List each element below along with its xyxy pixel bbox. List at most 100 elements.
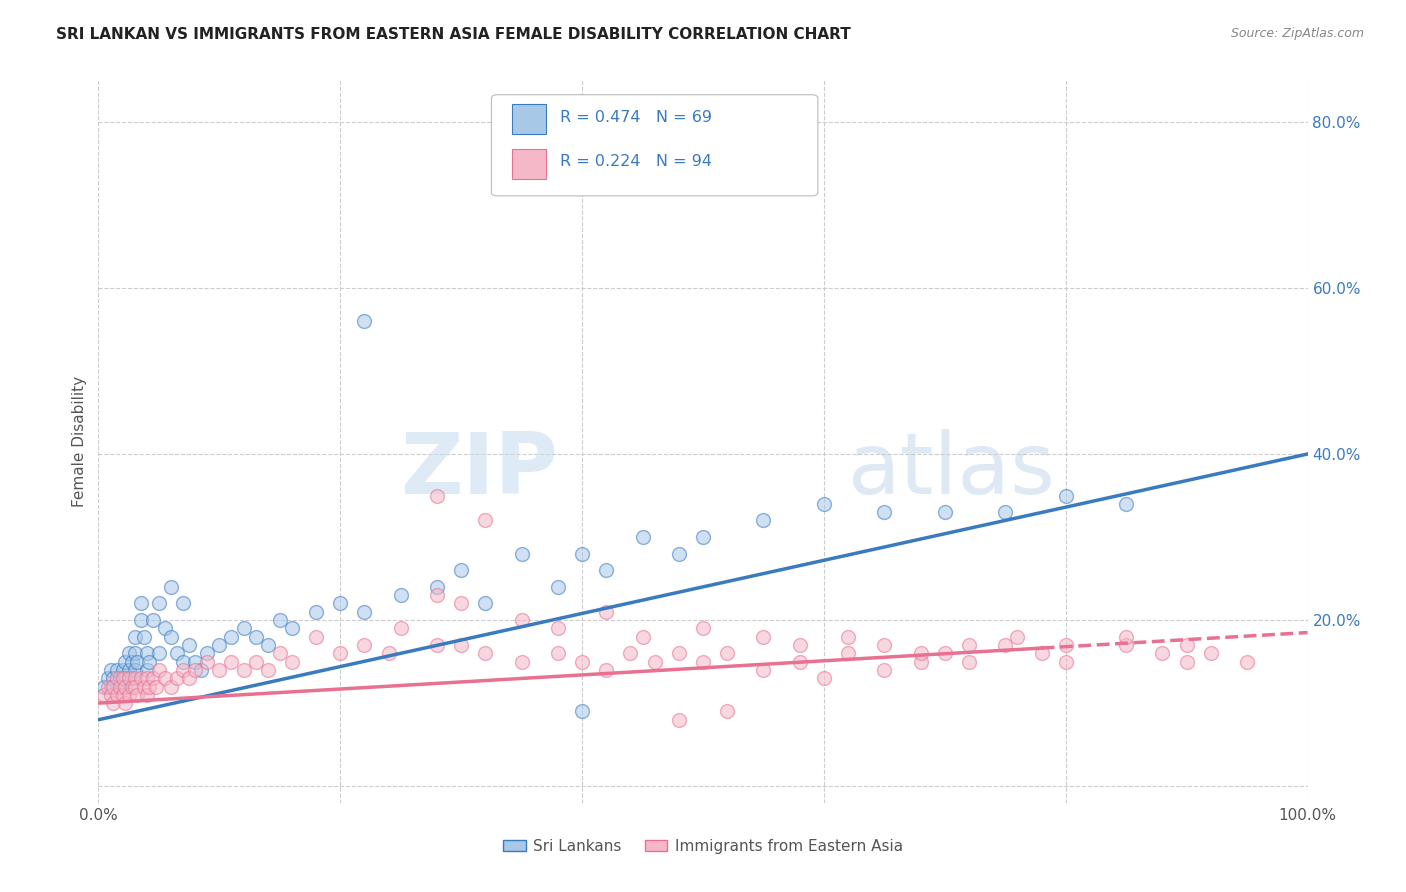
- Point: [129, 671, 152, 685]
- Point: [281, 621, 304, 635]
- Point: [105, 671, 128, 685]
- Point: [752, 663, 775, 677]
- Point: [101, 671, 124, 685]
- Point: [873, 505, 896, 519]
- Point: [160, 630, 183, 644]
- Point: [692, 655, 714, 669]
- Point: [1054, 489, 1077, 503]
- Text: R = 0.224   N = 94: R = 0.224 N = 94: [561, 154, 713, 169]
- Text: atlas: atlas: [848, 429, 1056, 512]
- Point: [101, 696, 124, 710]
- Point: [245, 630, 267, 644]
- Point: [138, 680, 160, 694]
- Point: [837, 646, 859, 660]
- Bar: [512, 149, 546, 179]
- Point: [232, 621, 254, 635]
- Point: [195, 655, 218, 669]
- Point: [934, 646, 956, 660]
- Point: [910, 646, 932, 660]
- Point: [450, 563, 472, 577]
- Point: [172, 655, 194, 669]
- FancyBboxPatch shape: [492, 95, 818, 196]
- Point: [148, 646, 170, 660]
- Point: [114, 696, 136, 710]
- Text: SRI LANKAN VS IMMIGRANTS FROM EASTERN ASIA FEMALE DISABILITY CORRELATION CHART: SRI LANKAN VS IMMIGRANTS FROM EASTERN AS…: [56, 27, 851, 42]
- Point: [160, 580, 183, 594]
- Point: [873, 638, 896, 652]
- Point: [269, 613, 291, 627]
- Point: [1007, 630, 1029, 644]
- Point: [190, 663, 212, 677]
- Point: [1031, 646, 1053, 660]
- Point: [957, 655, 980, 669]
- Point: [135, 688, 157, 702]
- Text: Source: ZipAtlas.com: Source: ZipAtlas.com: [1230, 27, 1364, 40]
- Point: [1236, 655, 1258, 669]
- Point: [160, 680, 183, 694]
- Point: [179, 638, 201, 652]
- Point: [1115, 497, 1137, 511]
- Point: [571, 655, 593, 669]
- Point: [111, 680, 134, 694]
- Point: [127, 655, 149, 669]
- Point: [118, 688, 141, 702]
- Legend: Sri Lankans, Immigrants from Eastern Asia: Sri Lankans, Immigrants from Eastern Asi…: [496, 833, 910, 860]
- Point: [97, 680, 120, 694]
- Point: [474, 597, 496, 611]
- Point: [108, 671, 131, 685]
- Point: [148, 597, 170, 611]
- Point: [595, 605, 617, 619]
- Point: [111, 688, 134, 702]
- Point: [100, 688, 122, 702]
- Point: [153, 621, 176, 635]
- Point: [547, 621, 569, 635]
- Point: [105, 688, 128, 702]
- Point: [134, 630, 156, 644]
- Point: [114, 680, 136, 694]
- Point: [450, 597, 472, 611]
- Point: [184, 655, 207, 669]
- Point: [619, 646, 641, 660]
- Point: [114, 671, 136, 685]
- Point: [547, 646, 569, 660]
- Point: [221, 655, 243, 669]
- Point: [668, 547, 690, 561]
- Point: [752, 630, 775, 644]
- Point: [668, 646, 690, 660]
- Point: [245, 655, 267, 669]
- Bar: [512, 104, 546, 135]
- Point: [124, 663, 146, 677]
- Point: [994, 638, 1017, 652]
- Point: [426, 489, 449, 503]
- Point: [353, 605, 375, 619]
- Point: [389, 588, 412, 602]
- Point: [377, 646, 399, 660]
- Point: [135, 663, 157, 677]
- Point: [1054, 638, 1077, 652]
- Point: [179, 671, 201, 685]
- Point: [111, 663, 134, 677]
- Point: [166, 671, 188, 685]
- Point: [994, 505, 1017, 519]
- Point: [1175, 638, 1198, 652]
- Point: [873, 663, 896, 677]
- Point: [789, 655, 811, 669]
- Point: [114, 655, 136, 669]
- Point: [105, 663, 128, 677]
- Point: [142, 671, 165, 685]
- Point: [138, 655, 160, 669]
- Point: [426, 580, 449, 594]
- Point: [571, 705, 593, 719]
- Point: [134, 680, 156, 694]
- Point: [208, 663, 231, 677]
- Point: [124, 630, 146, 644]
- Point: [752, 513, 775, 527]
- Point: [716, 705, 738, 719]
- Point: [124, 680, 146, 694]
- Point: [148, 663, 170, 677]
- Point: [221, 630, 243, 644]
- Point: [813, 671, 835, 685]
- Point: [631, 530, 654, 544]
- Point: [93, 680, 115, 694]
- Point: [100, 680, 122, 694]
